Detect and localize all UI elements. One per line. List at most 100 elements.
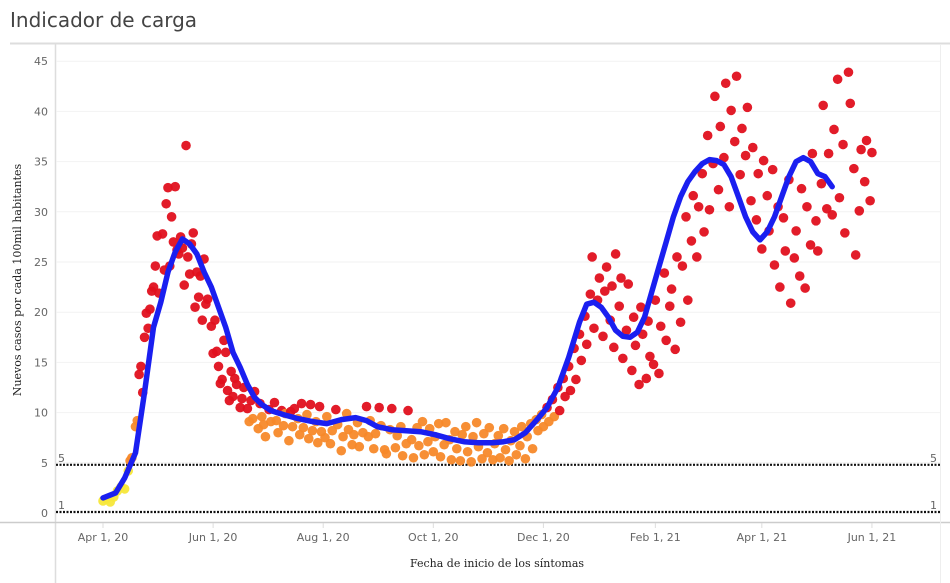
- scatter-point: [161, 198, 171, 209]
- scatter-point: [811, 216, 821, 226]
- scatter-point: [451, 443, 462, 454]
- scatter-point: [740, 150, 751, 161]
- scatter-point: [587, 252, 597, 262]
- scatter-point: [715, 121, 726, 132]
- scatter-point: [850, 250, 861, 260]
- scatter-point: [720, 78, 731, 89]
- y-tick-label: 0: [41, 507, 48, 520]
- scatter-point: [516, 421, 527, 432]
- scatter-point: [417, 416, 428, 427]
- scatter-point: [672, 252, 682, 262]
- scatter-point: [387, 403, 397, 414]
- scatter-point: [607, 281, 617, 291]
- scatter-point: [336, 445, 347, 456]
- scatter-point: [659, 268, 670, 278]
- scatter-point: [325, 438, 336, 449]
- scatter-point: [807, 148, 818, 159]
- scatter-point: [231, 379, 242, 390]
- scatter-point: [305, 399, 316, 410]
- scatter-point: [211, 346, 222, 357]
- scatter-point: [498, 423, 509, 434]
- scatter-point: [710, 91, 720, 102]
- scatter-point: [757, 244, 767, 254]
- x-tick-label: Feb 1, 21: [630, 531, 681, 544]
- scatter-point: [210, 315, 220, 326]
- scatter-point: [504, 455, 514, 466]
- scatter-point: [628, 312, 639, 323]
- scatter-point: [423, 436, 433, 447]
- scatter-point: [190, 302, 200, 312]
- scatter-point: [599, 286, 610, 296]
- scatter-point: [630, 340, 641, 351]
- scatter-point: [627, 365, 637, 376]
- scatter-point: [621, 325, 632, 336]
- scatter-point: [287, 421, 298, 432]
- reference-label-left: 1: [58, 499, 65, 512]
- scatter-point: [816, 178, 827, 189]
- scatter-point: [202, 294, 213, 304]
- scatter-point: [433, 418, 444, 429]
- scatter-point: [838, 139, 848, 150]
- scatter-point: [150, 261, 161, 271]
- scatter-point: [381, 448, 392, 459]
- scatter-point: [273, 427, 283, 438]
- scatter-point: [284, 435, 294, 446]
- x-tick-label: Apr 1, 21: [737, 531, 788, 544]
- scatter-point: [661, 335, 671, 346]
- scatter-point: [634, 379, 644, 390]
- reference-label-left: 5: [58, 452, 65, 465]
- scatter-point: [419, 449, 430, 460]
- scatter-point: [742, 102, 753, 113]
- scatter-point: [686, 236, 697, 246]
- scatter-point: [213, 361, 224, 372]
- scatter-point: [258, 419, 269, 430]
- scatter-point: [693, 201, 704, 212]
- scatter-point: [585, 289, 596, 299]
- scatter-point: [840, 228, 850, 238]
- scatter-point: [737, 123, 747, 134]
- y-tick-label: 20: [34, 306, 48, 319]
- scatter-point: [818, 100, 828, 111]
- scatter-point: [576, 355, 587, 366]
- scatter-point: [610, 249, 621, 259]
- scatter-point: [666, 284, 677, 294]
- scatter-point: [139, 332, 150, 343]
- scatter-point: [729, 136, 740, 147]
- x-axis-title: Fecha de inicio de los síntomas: [410, 557, 584, 570]
- scatter-point: [675, 317, 686, 328]
- scatter-point: [260, 431, 271, 442]
- scatter-point: [854, 205, 865, 216]
- gridlines: [56, 60, 940, 464]
- scatter-point: [181, 140, 191, 151]
- scatter-point: [462, 446, 473, 457]
- scatter-point: [495, 452, 505, 463]
- scatter-point: [645, 351, 655, 362]
- scatter-point: [298, 422, 309, 433]
- scatter-point: [145, 304, 155, 314]
- scatter-point: [802, 201, 812, 212]
- scatter-point: [762, 190, 773, 201]
- x-tick-label: Aug 1, 20: [297, 531, 350, 544]
- scatter-point: [829, 124, 839, 135]
- scatter-point: [601, 262, 612, 272]
- x-tick-label: Oct 1, 20: [408, 531, 459, 544]
- scatter-point: [235, 402, 245, 413]
- scatter-point: [867, 147, 877, 158]
- scatter-point: [331, 404, 341, 415]
- scatter-point: [767, 164, 778, 175]
- scatter-point: [589, 323, 599, 334]
- scatter-point: [769, 260, 780, 270]
- moving-average-path: [100, 154, 835, 501]
- scatter-point: [471, 417, 482, 428]
- scatter-point: [188, 228, 199, 238]
- scatter-point: [845, 98, 856, 109]
- scatter-point: [594, 273, 605, 283]
- scatter-point: [257, 411, 267, 422]
- scatter-point: [455, 455, 466, 466]
- scatter-point: [347, 439, 357, 450]
- scatter-point: [166, 212, 177, 222]
- scatter-point: [614, 301, 625, 311]
- scatter-point: [457, 429, 467, 440]
- scatter-point: [349, 429, 359, 440]
